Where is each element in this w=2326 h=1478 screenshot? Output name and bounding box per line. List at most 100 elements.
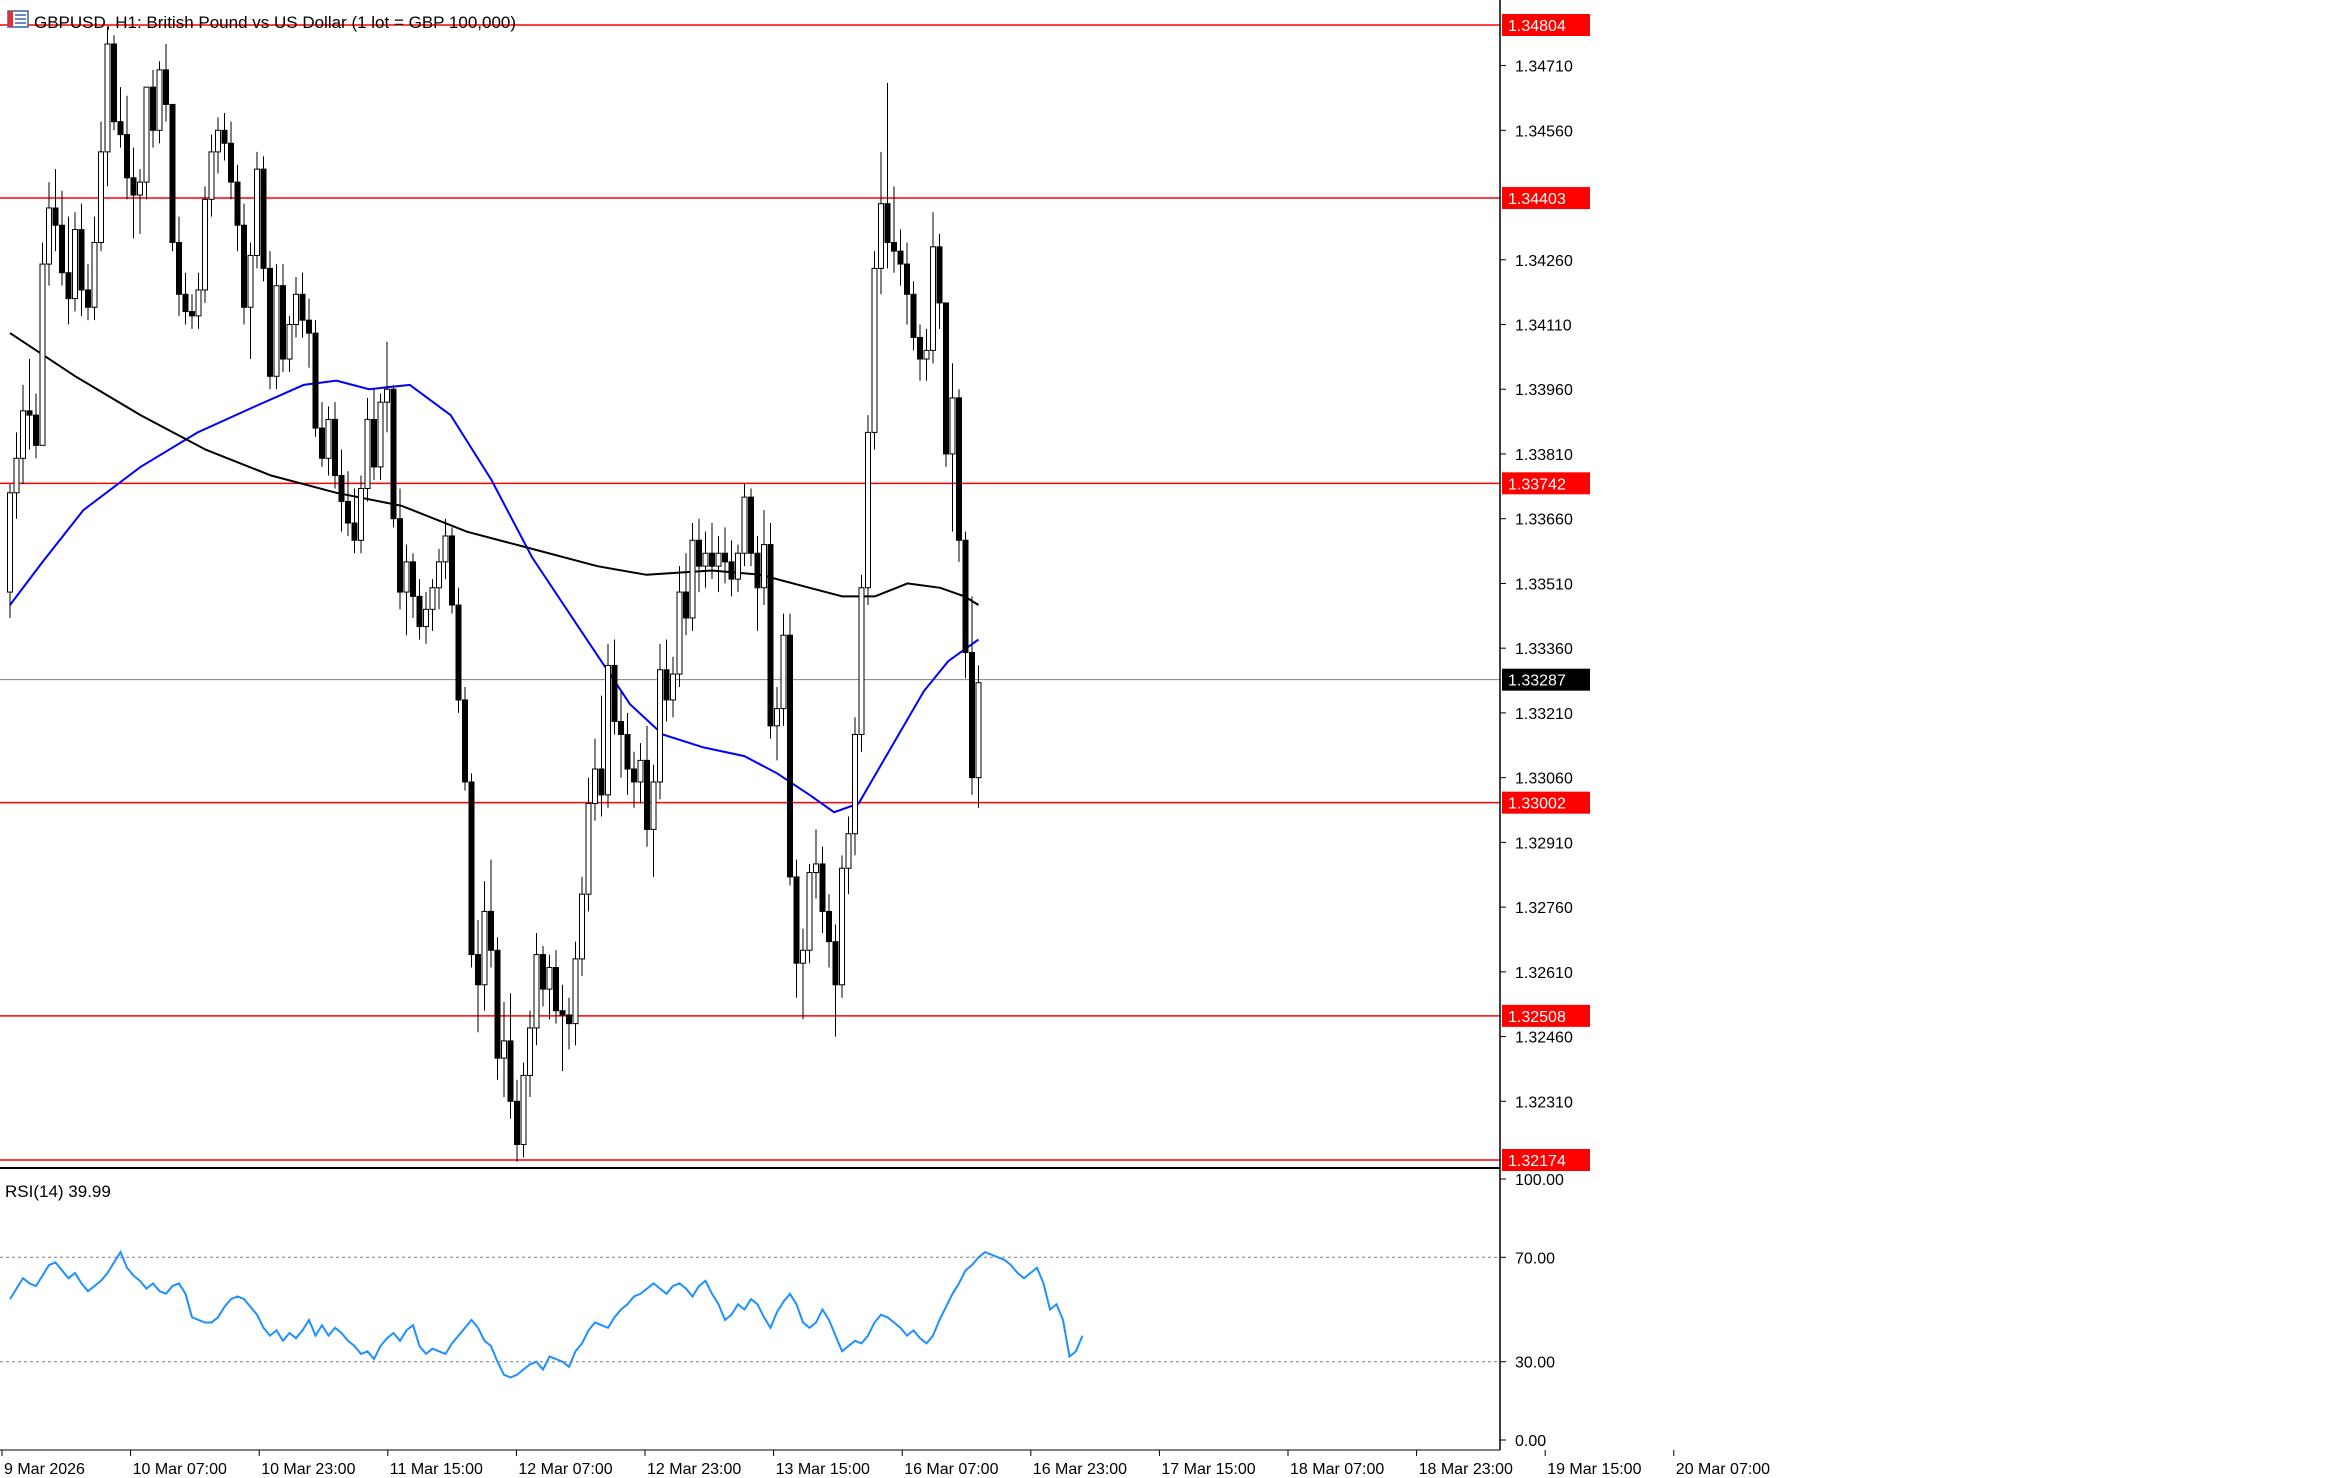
- level-label: 1.34403: [1508, 191, 1566, 208]
- candle: [826, 894, 832, 968]
- time-axis: 9 Mar 2026 10 Mar 07:00 10 Mar 23:00 11 Mar…: [1, 1450, 1770, 1478]
- candle: [871, 251, 878, 450]
- rsi-tick-label: 0.00: [1515, 1433, 1546, 1450]
- candle: [904, 242, 910, 325]
- candle: [559, 984, 566, 1072]
- candle: [572, 941, 579, 1046]
- candle: [845, 816, 852, 895]
- candle: [598, 695, 605, 817]
- candle: [748, 488, 754, 567]
- y-tick-label: 1.32760: [1515, 900, 1573, 917]
- y-tick-label: 1.34260: [1515, 253, 1573, 270]
- candle: [813, 829, 819, 899]
- candle: [104, 26, 111, 187]
- x-tick-label: 12 Mar 07:00: [518, 1461, 612, 1478]
- candle: [891, 186, 897, 273]
- x-tick-label: 12 Mar 23:00: [647, 1461, 741, 1478]
- rsi-tick-label: 70.00: [1515, 1250, 1555, 1267]
- candle: [85, 264, 91, 321]
- candle: [111, 35, 117, 131]
- candle: [800, 928, 806, 1020]
- x-tick-label: 11 Mar 15:00: [390, 1461, 483, 1478]
- moving-average-line: [9, 332, 980, 606]
- current-price-tag: [1502, 668, 1590, 691]
- candle: [735, 544, 741, 593]
- candle: [20, 384, 26, 485]
- candle: [715, 535, 722, 593]
- candle: [514, 1079, 520, 1162]
- candle: [631, 751, 637, 808]
- candle: [897, 229, 904, 286]
- candle: [969, 596, 975, 795]
- candle: [46, 182, 52, 286]
- y-tick-label: 1.33810: [1515, 447, 1573, 464]
- candle: [806, 863, 813, 964]
- candle: [299, 272, 306, 338]
- candle: [273, 264, 280, 390]
- candle: [332, 402, 338, 489]
- candle: [351, 488, 358, 554]
- candle: [59, 190, 65, 286]
- x-tick-label: 18 Mar 23:00: [1419, 1461, 1513, 1478]
- candle: [832, 924, 839, 1037]
- rsi-pane[interactable]: [0, 1249, 1500, 1379]
- candle: [150, 69, 156, 148]
- candle: [247, 242, 254, 360]
- candle: [33, 393, 39, 459]
- candle: [228, 121, 234, 200]
- candle: [507, 993, 514, 1119]
- candle: [676, 566, 683, 688]
- candle: [546, 954, 553, 1020]
- candle: [722, 527, 728, 584]
- level-price-tag: [1502, 1004, 1590, 1027]
- candle: [91, 216, 98, 321]
- candle: [761, 510, 767, 606]
- y-tick-label: 1.33210: [1515, 706, 1573, 723]
- candle: [65, 216, 72, 325]
- candle: [429, 579, 436, 631]
- candle: [325, 406, 332, 476]
- candle: [442, 518, 449, 580]
- candle: [312, 320, 319, 437]
- candle: [520, 1062, 527, 1158]
- candle: [709, 523, 715, 580]
- candle: [917, 324, 923, 381]
- candle: [540, 945, 546, 1007]
- current-price-label: 1.33287: [1508, 673, 1566, 690]
- y-tick-label: 1.33360: [1515, 641, 1573, 658]
- rsi-tick-label: 100.00: [1515, 1172, 1564, 1189]
- candle: [624, 712, 631, 795]
- x-tick-label: 10 Mar 23:00: [261, 1461, 355, 1478]
- candlesticks: [7, 26, 982, 1162]
- candle: [410, 553, 416, 618]
- level-price-tag: [1502, 187, 1590, 210]
- candle: [774, 687, 780, 761]
- candle: [280, 264, 286, 372]
- candle: [819, 846, 826, 933]
- price-axis: 1.34710 1.34560 1.34260 1.34110 1.33960 1.338…: [0, 0, 1590, 1451]
- candle: [72, 212, 78, 312]
- candle: [780, 613, 787, 726]
- level-label: 1.34804: [1508, 18, 1566, 35]
- candle: [189, 294, 195, 329]
- candle: [117, 87, 124, 148]
- candle: [267, 251, 273, 390]
- chart-header: GBPUSD, H1: British Pound vs US Dollar (…: [5, 10, 516, 1201]
- candle: [501, 1002, 507, 1097]
- candle: [293, 277, 299, 338]
- candle: [124, 95, 130, 200]
- candle: [657, 643, 663, 800]
- candle: [689, 523, 696, 631]
- y-tick-label: 1.33510: [1515, 576, 1573, 593]
- x-tick-label: 9 Mar 2026: [4, 1461, 85, 1478]
- candle: [475, 920, 481, 1033]
- candle: [481, 881, 488, 1011]
- rsi-title: RSI(14) 39.99: [5, 1182, 111, 1201]
- candle: [852, 717, 858, 856]
- candle: [455, 587, 462, 713]
- candle: [241, 203, 247, 325]
- y-tick-label: 1.34710: [1515, 59, 1573, 76]
- candle: [592, 738, 598, 821]
- candle: [865, 415, 871, 606]
